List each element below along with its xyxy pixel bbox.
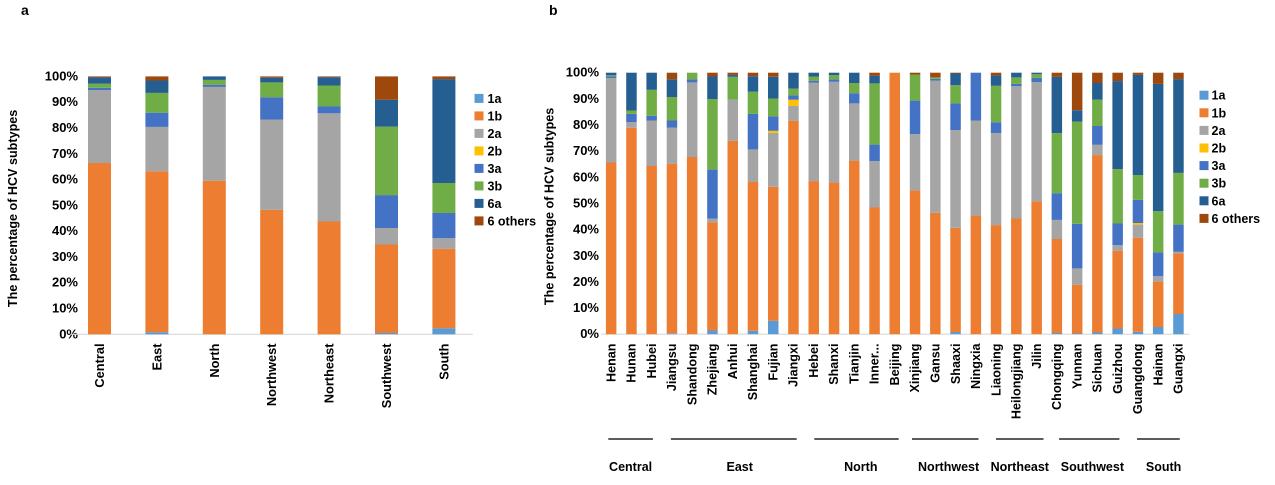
svg-text:Liaoning: Liaoning: [989, 344, 1003, 396]
svg-text:Beijing: Beijing: [888, 344, 902, 386]
svg-text:Hainan: Hainan: [1151, 344, 1165, 386]
svg-text:The percentage of HCV subtypes: The percentage of HCV subtypes: [543, 108, 557, 305]
svg-text:0%: 0%: [580, 326, 599, 341]
svg-text:10%: 10%: [573, 300, 599, 315]
svg-text:70%: 70%: [573, 143, 599, 158]
svg-text:2b: 2b: [1212, 142, 1227, 156]
svg-text:20%: 20%: [52, 275, 78, 290]
svg-text:Gansu: Gansu: [929, 344, 943, 383]
svg-text:Jiangsu: Jiangsu: [665, 344, 679, 392]
svg-text:3b: 3b: [1212, 177, 1227, 191]
svg-text:Inner...: Inner...: [868, 344, 882, 385]
svg-text:Southwest: Southwest: [379, 343, 394, 408]
svg-text:Hebei: Hebei: [807, 344, 821, 378]
svg-text:Guangxi: Guangxi: [1172, 344, 1186, 394]
svg-text:Northeast: Northeast: [991, 460, 1050, 474]
svg-text:Northeast: Northeast: [322, 343, 337, 403]
svg-text:Shaaxi: Shaaxi: [949, 344, 963, 385]
svg-text:Northwest: Northwest: [918, 460, 980, 474]
svg-text:Jiangxi: Jiangxi: [787, 344, 801, 387]
svg-text:80%: 80%: [52, 120, 78, 135]
svg-text:40%: 40%: [573, 222, 599, 237]
svg-text:100%: 100%: [45, 68, 79, 83]
svg-text:The percentage of HCV subtypes: The percentage of HCV subtypes: [6, 110, 20, 307]
svg-text:90%: 90%: [52, 94, 78, 109]
svg-text:South: South: [1146, 460, 1181, 474]
svg-text:Xinjiang: Xinjiang: [908, 344, 922, 393]
svg-text:0%: 0%: [59, 326, 78, 341]
svg-text:Shanxi: Shanxi: [827, 344, 841, 385]
svg-text:Chongqing: Chongqing: [1050, 344, 1064, 410]
svg-text:Henan: Henan: [604, 344, 618, 383]
svg-text:Central: Central: [92, 344, 107, 388]
svg-text:Southwest: Southwest: [1061, 460, 1125, 474]
svg-text:30%: 30%: [52, 249, 78, 264]
svg-text:2a: 2a: [488, 127, 503, 141]
svg-text:10%: 10%: [52, 301, 78, 316]
svg-text:3a: 3a: [488, 162, 503, 176]
svg-text:Hunan: Hunan: [625, 344, 639, 383]
svg-text:South: South: [436, 343, 451, 379]
svg-text:East: East: [726, 460, 753, 474]
svg-text:6 others: 6 others: [1212, 212, 1261, 226]
svg-text:50%: 50%: [573, 195, 599, 210]
svg-text:3b: 3b: [488, 179, 503, 193]
svg-text:North: North: [844, 460, 877, 474]
svg-text:1a: 1a: [488, 92, 503, 106]
svg-text:1a: 1a: [1212, 89, 1227, 103]
svg-text:b: b: [549, 2, 558, 18]
svg-text:Sichuan: Sichuan: [1091, 344, 1105, 393]
svg-text:50%: 50%: [52, 197, 78, 212]
svg-text:20%: 20%: [573, 274, 599, 289]
svg-text:90%: 90%: [573, 91, 599, 106]
svg-text:Anhui: Anhui: [726, 344, 740, 380]
svg-text:80%: 80%: [573, 117, 599, 132]
svg-text:Central: Central: [609, 460, 652, 474]
svg-text:60%: 60%: [52, 172, 78, 187]
svg-text:100%: 100%: [566, 65, 600, 80]
svg-text:1b: 1b: [1212, 106, 1227, 120]
svg-text:North: North: [207, 343, 222, 377]
svg-text:1b: 1b: [488, 109, 503, 123]
svg-text:Guizhou: Guizhou: [1111, 344, 1125, 394]
svg-text:3a: 3a: [1212, 159, 1227, 173]
svg-text:Heilongjiang: Heilongjiang: [1010, 344, 1024, 420]
svg-text:2b: 2b: [488, 144, 503, 158]
svg-text:60%: 60%: [573, 169, 599, 184]
svg-text:Zhejiang: Zhejiang: [706, 344, 720, 396]
svg-text:Ningxia: Ningxia: [969, 343, 983, 389]
svg-text:Jilin: Jilin: [1030, 344, 1044, 369]
svg-text:Northwest: Northwest: [264, 343, 279, 406]
svg-text:Guangdong: Guangdong: [1131, 344, 1145, 415]
svg-text:East: East: [149, 343, 164, 371]
svg-text:a: a: [21, 2, 29, 18]
svg-text:Tianjin: Tianjin: [848, 344, 862, 384]
svg-text:6a: 6a: [488, 197, 503, 211]
svg-text:Shanghai: Shanghai: [746, 344, 760, 401]
svg-text:Fujian: Fujian: [766, 344, 780, 381]
svg-text:Yunnan: Yunnan: [1070, 344, 1084, 389]
svg-text:Hubei: Hubei: [645, 344, 659, 379]
svg-text:6 others: 6 others: [488, 214, 537, 228]
svg-text:2a: 2a: [1212, 124, 1227, 138]
svg-text:6a: 6a: [1212, 194, 1227, 208]
svg-text:30%: 30%: [573, 248, 599, 263]
svg-text:Shandong: Shandong: [685, 344, 699, 406]
svg-text:70%: 70%: [52, 146, 78, 161]
svg-text:40%: 40%: [52, 223, 78, 238]
